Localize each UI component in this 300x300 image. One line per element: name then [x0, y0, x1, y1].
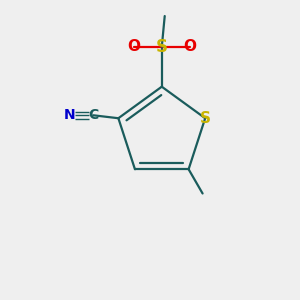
- Text: O: O: [183, 39, 196, 54]
- Text: O: O: [127, 39, 140, 54]
- Text: N: N: [64, 108, 76, 122]
- Text: S: S: [156, 38, 168, 56]
- Text: C: C: [88, 108, 98, 122]
- Text: S: S: [200, 111, 211, 126]
